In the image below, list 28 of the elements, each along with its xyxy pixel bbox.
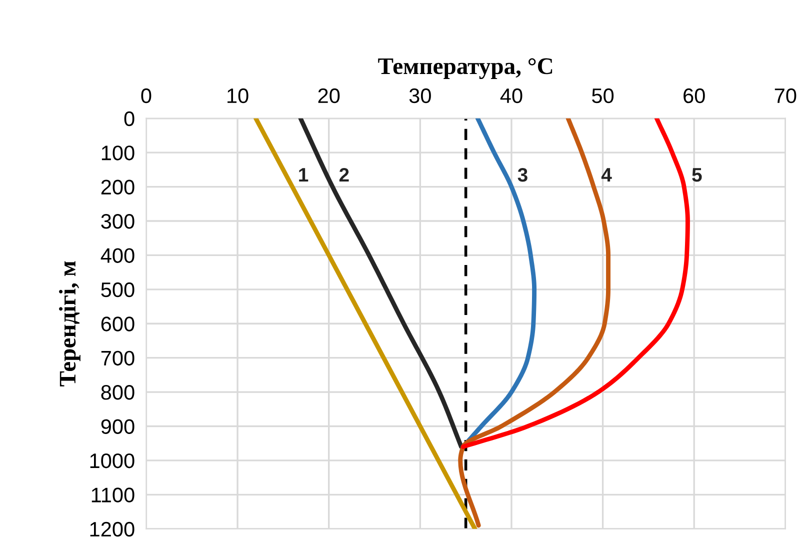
y-tick-label: 1000 <box>90 453 134 468</box>
x-tick-label: 40 <box>500 88 522 104</box>
y-tick-label: 300 <box>101 214 134 229</box>
y-tick-label: 800 <box>101 385 134 400</box>
y-tick-label: 600 <box>101 316 134 332</box>
y-axis-title: Терендігі, м <box>59 261 80 386</box>
x-tick-label: 50 <box>592 88 614 104</box>
x-tick-label: 0 <box>141 88 152 104</box>
x-tick-label: 30 <box>409 88 431 104</box>
y-tick-label: 200 <box>101 180 134 195</box>
y-tick-label: 700 <box>101 350 134 366</box>
series-label: 3 <box>518 168 528 182</box>
x-tick-label: 20 <box>318 88 340 104</box>
y-tick-label: 400 <box>100 248 134 263</box>
x-axis-title: Температура, °С <box>378 58 552 80</box>
series-label: 5 <box>692 168 702 182</box>
y-tick-label: 1100 <box>92 488 134 502</box>
y-tick-label: 0 <box>124 111 134 126</box>
y-tick-label: 900 <box>101 419 134 434</box>
y-tick-label: 100 <box>102 146 134 160</box>
x-tick-label: 10 <box>228 88 248 104</box>
x-tick-label: 70 <box>774 88 796 104</box>
y-tick-label: 1200 <box>90 522 134 537</box>
series-label: 2 <box>339 168 349 182</box>
series-label: 1 <box>299 168 308 182</box>
series-label: 4 <box>601 168 612 182</box>
y-tick-label: 500 <box>101 282 134 298</box>
x-tick-label: 60 <box>684 88 705 104</box>
